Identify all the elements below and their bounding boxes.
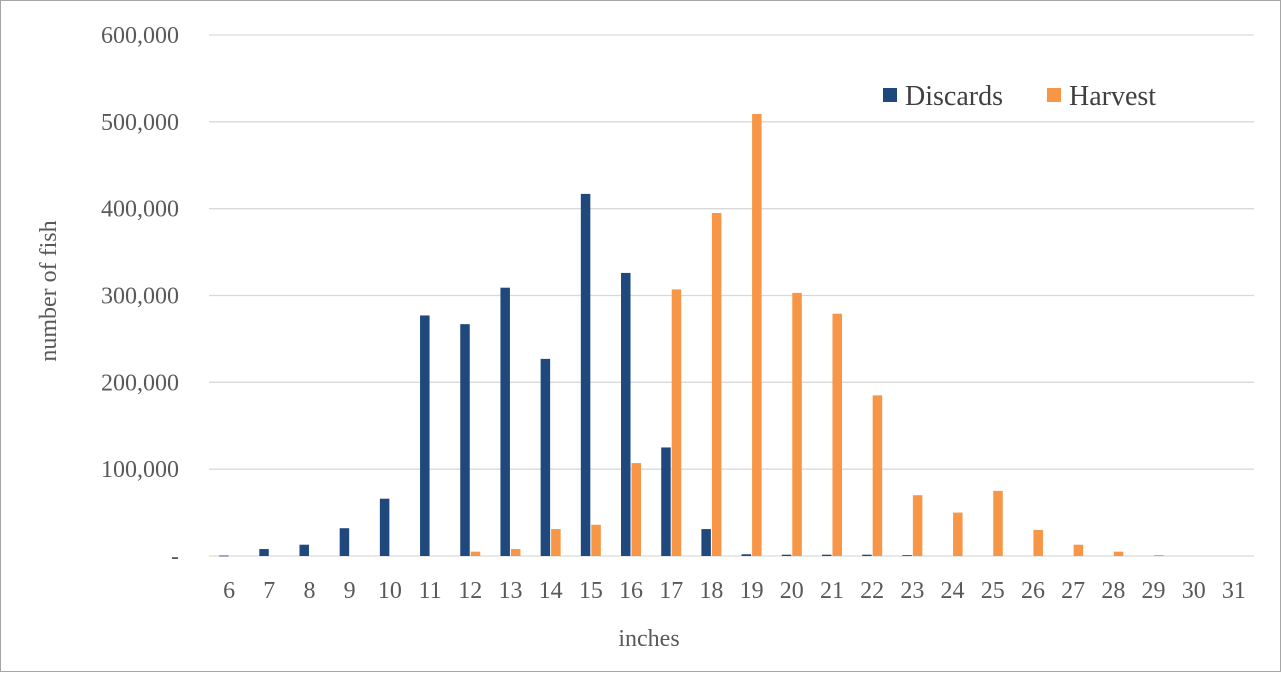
bar-discards-19 [741,554,752,556]
y-tick-label: - [171,544,179,570]
x-tick-label: 10 [378,578,402,604]
x-tick-label: 17 [659,578,683,604]
legend-label-discards: Discards [905,81,1003,112]
bar-harvest-16 [631,463,642,556]
bar-harvest-15 [591,524,601,556]
bar-discards-11 [420,315,430,556]
bar-harvest-20 [792,292,802,556]
x-tick-label: 31 [1222,578,1246,604]
bar-discards-12 [460,324,470,556]
bar-discards-10 [379,498,390,556]
bar-harvest-22 [872,395,883,556]
bar-harvest-19 [752,114,762,556]
x-tick-label: 28 [1101,578,1125,604]
bar-harvest-23 [912,495,923,556]
x-tick-label: 29 [1142,578,1166,604]
bar-discards-6 [219,555,229,557]
x-tick-label: 27 [1061,578,1085,604]
bar-harvest-25 [993,490,1003,556]
x-tick-label: 14 [539,578,563,604]
bar-harvest-13 [510,549,521,556]
x-tick-label: 15 [579,578,603,604]
y-tick-label: 300,000 [101,284,179,310]
bar-discards-23 [902,555,912,556]
bar-harvest-27 [1073,544,1084,556]
x-tick-label: 18 [699,578,723,604]
x-tick-label: 8 [303,578,315,604]
legend-swatch-harvest [1047,88,1061,102]
x-tick-label: 11 [419,578,442,604]
bar-harvest-26 [1033,529,1043,556]
bar-discards-18 [701,529,711,556]
x-axis-ticks: 6 7 8 9 10 11 12 13 14 15 16 17 18 19 20 21 22 23 24 25 26 27… [223,578,1246,604]
bar-discards-14 [540,358,551,556]
legend: Discards Harvest [883,81,1156,112]
bar-harvest-21 [832,313,842,556]
x-tick-label: 12 [458,578,482,604]
x-tick-label: 24 [941,578,965,604]
y-axis-title: number of fish [36,220,62,361]
bar-harvest-24 [953,512,963,556]
x-tick-label: 20 [780,578,804,604]
bar-harvest-17 [671,289,682,556]
x-tick-label: 7 [263,578,275,604]
bar-discards-8 [299,544,309,556]
bar-discards-22 [862,554,872,556]
legend-swatch-discards [883,88,897,102]
bar-discards-20 [781,554,792,556]
x-tick-label: 21 [820,578,844,604]
bar-harvest-18 [711,213,722,556]
y-tick-label: 600,000 [101,23,179,49]
bar-discards-7 [259,549,269,556]
x-tick-label: 6 [223,578,235,604]
bars [219,114,1164,557]
x-tick-label: 23 [900,578,924,604]
y-tick-label: 500,000 [101,110,179,136]
x-tick-label: 30 [1182,578,1206,604]
bar-discards-15 [580,193,591,556]
bar-discards-16 [621,272,631,556]
gridlines [209,34,1254,557]
bar-harvest-14 [551,529,561,556]
x-axis-title: inches [618,626,679,652]
y-axis-ticks: - 100,000 200,000 300,000 400,000 500,000 600,… [101,23,179,570]
bar-harvest-29 [1154,555,1164,556]
x-tick-label: 13 [498,578,522,604]
x-tick-label: 16 [619,578,643,604]
y-tick-label: 200,000 [101,370,179,396]
y-tick-label: 400,000 [101,197,179,223]
x-tick-label: 26 [1021,578,1045,604]
x-tick-label: 25 [981,578,1005,604]
x-tick-label: 22 [860,578,884,604]
legend-label-harvest: Harvest [1069,81,1156,112]
y-tick-label: 100,000 [101,457,179,483]
x-tick-label: 19 [740,578,764,604]
bar-discards-9 [339,528,350,556]
bar-harvest-28 [1113,551,1124,556]
bar-discards-21 [821,554,832,556]
bar-discards-17 [661,447,671,556]
x-tick-label: 9 [344,578,356,604]
bar-harvest-12 [470,551,481,556]
bar-discards-13 [500,287,510,556]
